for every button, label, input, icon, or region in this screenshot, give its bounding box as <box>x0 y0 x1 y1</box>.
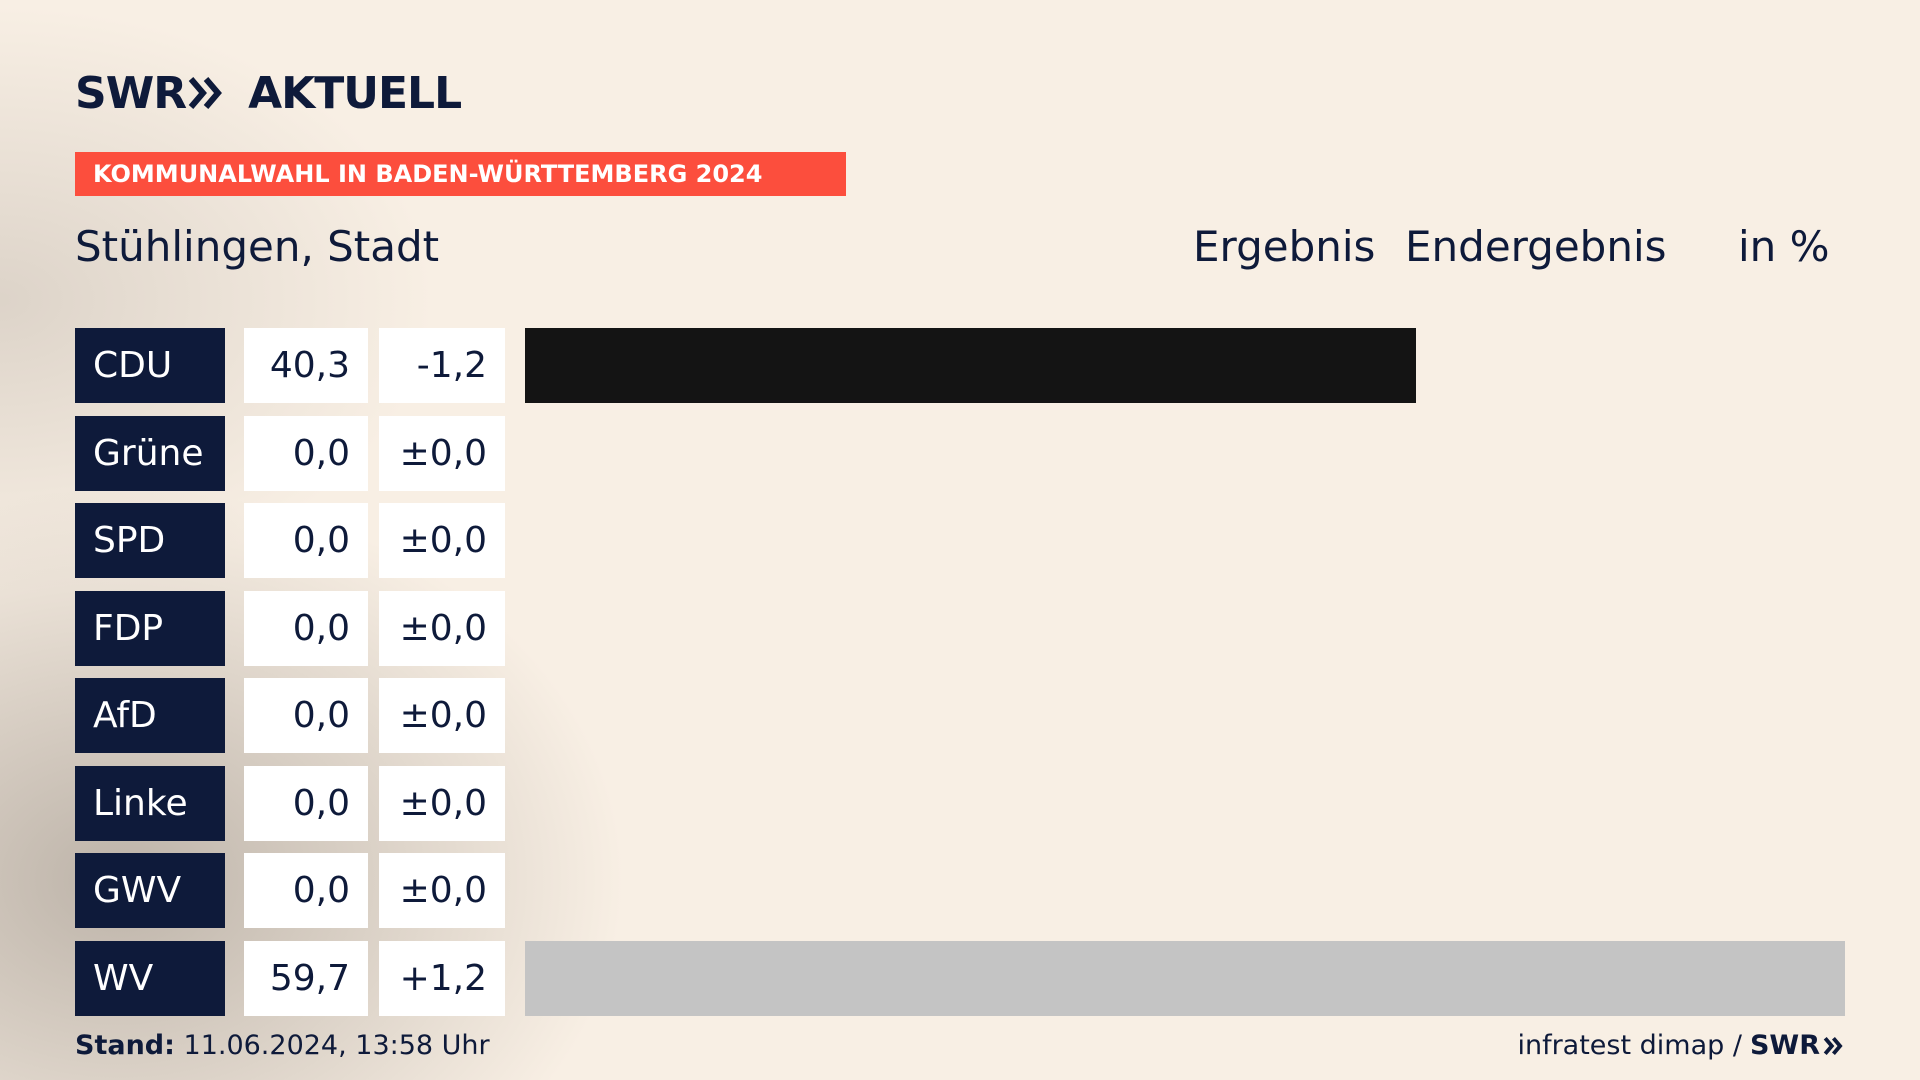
vote-share-value: 0,0 <box>244 678 368 753</box>
swr-aktuell-logo: SWR AKTUELL <box>75 67 462 119</box>
timestamp: Stand: 11.06.2024, 13:58 Uhr <box>75 1030 490 1061</box>
party-label: FDP <box>75 590 225 666</box>
header-ergebnis: Ergebnis <box>1193 222 1376 271</box>
source-brand: SWR <box>1750 1030 1845 1061</box>
result-row: SPD 0,0 ±0,0 <box>75 503 1845 578</box>
vote-share-value: 0,0 <box>244 853 368 928</box>
location-title: Stühlingen, Stadt <box>75 222 440 271</box>
result-row: FDP 0,0 ±0,0 <box>75 590 1845 666</box>
vote-change-value: ±0,0 <box>379 678 505 753</box>
result-row: Grüne 0,0 ±0,0 <box>75 415 1845 491</box>
party-label: AfD <box>75 678 225 753</box>
result-bar <box>525 940 1845 1016</box>
vote-share-value: 0,0 <box>244 415 368 491</box>
source-brand-label: SWR <box>1749 1030 1820 1061</box>
source-text: infratest dimap / <box>1517 1030 1742 1061</box>
result-row: WV 59,7 +1,2 <box>75 940 1845 1016</box>
party-label: GWV <box>75 853 225 928</box>
double-chevron-icon <box>1823 1036 1843 1055</box>
source-credit: infratest dimap / SWR <box>1517 1030 1845 1061</box>
result-row: CDU 40,3 -1,2 <box>75 328 1845 403</box>
party-label: CDU <box>75 328 225 403</box>
vote-share-value: 0,0 <box>244 765 368 841</box>
header-result-status: Endergebnis <box>1405 222 1667 271</box>
vote-change-value: ±0,0 <box>379 415 505 491</box>
swr-wordmark: SWR <box>75 67 187 119</box>
election-banner: KOMMUNALWAHL IN BADEN-WÜRTTEMBERG 2024 <box>75 152 846 196</box>
party-label: WV <box>75 940 225 1016</box>
party-label: SPD <box>75 503 225 578</box>
double-chevron-icon <box>188 77 223 109</box>
aktuell-wordmark: AKTUELL <box>248 67 462 119</box>
stand-value: 11.06.2024, 13:58 Uhr <box>183 1030 490 1061</box>
vote-share-value: 59,7 <box>244 940 368 1016</box>
vote-change-value: ±0,0 <box>379 503 505 578</box>
vote-change-value: ±0,0 <box>379 590 505 666</box>
party-label: Grüne <box>75 415 225 491</box>
header-unit: in % <box>1738 222 1830 271</box>
result-row: Linke 0,0 ±0,0 <box>75 765 1845 841</box>
result-row: GWV 0,0 ±0,0 <box>75 853 1845 928</box>
vote-change-value: -1,2 <box>379 328 505 403</box>
stand-label: Stand: <box>75 1030 175 1061</box>
vote-share-value: 40,3 <box>244 328 368 403</box>
party-label: Linke <box>75 765 225 841</box>
result-bar <box>525 328 1417 403</box>
vote-change-value: +1,2 <box>379 940 505 1016</box>
vote-share-value: 0,0 <box>244 590 368 666</box>
vote-share-value: 0,0 <box>244 503 368 578</box>
vote-change-value: ±0,0 <box>379 765 505 841</box>
vote-change-value: ±0,0 <box>379 853 505 928</box>
result-row: AfD 0,0 ±0,0 <box>75 678 1845 753</box>
